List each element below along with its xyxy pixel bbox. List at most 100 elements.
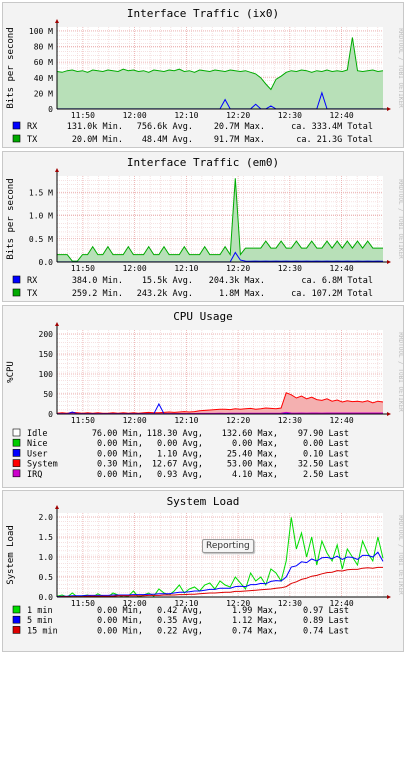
x-tick-label: 12:00 <box>123 599 147 608</box>
x-tick-label: 12:30 <box>278 264 302 273</box>
legend-swatch <box>12 605 21 614</box>
legend-total: 32.50 Last <box>298 460 349 470</box>
chart-em0: Interface Traffic (em0) Bits per second RR… <box>6 156 404 299</box>
legend-total: ca. 107.2M Total <box>291 289 373 299</box>
watermark: RRDTOOL / TOBI OETIKER <box>397 515 403 595</box>
legend-avg: 1.10 Avg, <box>157 449 203 459</box>
chart-cpu: CPU Usage %CPU RRDTOOL / TOBI OETIKER 11:50… <box>6 310 404 480</box>
legend-label: User <box>27 449 47 459</box>
reporting-tooltip: Reporting <box>202 539 254 553</box>
x-tick-label: 12:40 <box>330 111 354 120</box>
legend-avg: 12.67 Avg, <box>152 460 203 470</box>
watermark: RRDTOOL / TOBI OETIKER <box>397 332 403 412</box>
x-tick-label: 12:20 <box>226 599 250 608</box>
legend-avg: 0.42 Avg, <box>157 606 203 616</box>
chart-title: System Load <box>167 495 240 508</box>
y-tick-label: 1.5 <box>39 533 54 542</box>
legend-avg: 0.93 Avg, <box>157 470 203 480</box>
y-tick-label: 0.0 <box>39 258 54 267</box>
legend-label: Nice <box>27 439 47 449</box>
legend-total: ca. 6.8M Total <box>301 276 373 286</box>
legend-min: 0.00 Min, <box>97 606 143 616</box>
chart-load: System Load System Load RRDTOOL / TOBI OET… <box>6 495 404 636</box>
series-15-min <box>56 566 383 598</box>
x-axis-arrow <box>387 595 391 599</box>
legend-max: 1.8M Max. <box>219 289 265 299</box>
legend-avg: 756.6k Avg. <box>137 122 193 132</box>
legend-total: ca. 333.4M Total <box>291 122 373 132</box>
legend-avg: 243.2k Avg. <box>137 289 193 299</box>
legend-avg: 0.00 Avg, <box>157 439 203 449</box>
series-line-system <box>56 392 384 414</box>
series-line-tx <box>56 37 384 91</box>
legend-max: 0.00 Max, <box>232 439 278 449</box>
x-tick-label: 12:40 <box>330 264 354 273</box>
legend-min: 0.00 Min, <box>97 626 143 636</box>
series-system <box>56 392 384 414</box>
x-tick-label: 12:10 <box>174 111 198 120</box>
x-tick-label: 12:40 <box>330 599 354 608</box>
legend-avg: 48.4M Avg. <box>142 135 193 145</box>
legend-swatch <box>12 615 21 624</box>
legend-total: 0.74 Last <box>303 626 349 636</box>
series-area-tx <box>57 178 383 262</box>
legend-max: 1.99 Max, <box>232 606 278 616</box>
y-tick-label: 40 M <box>34 74 53 83</box>
y-tick-label: 0.5 <box>39 573 54 582</box>
series-5-min <box>56 551 384 598</box>
legend-row-tx: TX 20.0M Min. 48.4M Avg. 91.7M Max. ca. 21.3… <box>12 134 373 145</box>
legend-label: RX <box>27 122 38 132</box>
x-tick-label: 12:30 <box>278 111 302 120</box>
legend-label: 1 min <box>27 606 53 616</box>
chart-title: Interface Traffic (ix0) <box>127 7 279 20</box>
legend-row-user: User 0.00 Min, 1.10 Avg, 25.40 Max, 0.10 Las… <box>12 449 349 459</box>
legend-swatch <box>12 626 21 634</box>
y-axis-label: Bits per second <box>6 27 16 108</box>
x-tick-label: 12:20 <box>226 416 250 425</box>
legend-label: TX <box>27 289 38 299</box>
x-tick-label: 12:00 <box>123 416 147 425</box>
series-line-tx <box>57 178 383 262</box>
x-tick-label: 12:40 <box>330 416 354 425</box>
watermark: RRDTOOL / TOBI OETIKER <box>397 28 403 108</box>
legend-swatch <box>12 438 21 447</box>
y-tick-label: 100 M <box>29 27 53 36</box>
x-tick-label: 12:30 <box>278 416 302 425</box>
legend-total: 0.89 Last <box>303 616 349 626</box>
legend-min: 0.00 Min, <box>97 616 143 626</box>
legend-row-nice: Nice 0.00 Min, 0.00 Avg, 0.00 Max, 0.00 Last <box>12 438 349 449</box>
legend-max: 204.3k Max. <box>209 276 265 286</box>
legend-row-tx: TX 259.2 Min. 243.2k Avg. 1.8M Max. ca. 107.… <box>12 288 373 299</box>
y-axis-arrow <box>55 505 59 509</box>
legend-max: 1.12 Max, <box>232 616 278 626</box>
chart-panel-load: System Load System Load RRDTOOL / TOBI OET… <box>2 490 404 652</box>
y-tick-label: 2.0 <box>39 513 54 522</box>
legend-avg: 118.30 Avg, <box>147 429 203 439</box>
x-tick-label: 12:20 <box>226 111 250 120</box>
legend-min: 0.00 Min, <box>97 439 143 449</box>
series-tx <box>57 178 383 262</box>
legend-swatch <box>12 288 21 297</box>
x-tick-label: 11:50 <box>71 111 95 120</box>
y-axis-arrow <box>55 322 59 326</box>
minor-grid <box>56 176 383 262</box>
x-axis-arrow <box>387 412 391 416</box>
watermark: RRDTOOL / TOBI OETIKER <box>397 179 403 259</box>
legend-swatch <box>12 134 21 143</box>
legend-avg: 0.22 Avg, <box>157 626 203 636</box>
y-axis-label: System Load <box>6 525 16 585</box>
y-tick-label: 0.5 M <box>29 235 53 244</box>
y-tick-label: 20 M <box>34 89 53 98</box>
legend-label: TX <box>27 135 38 145</box>
x-tick-label: 12:00 <box>123 111 147 120</box>
legend-avg: 0.35 Avg, <box>157 616 203 626</box>
series-1-min <box>56 517 384 598</box>
y-tick-label: 60 M <box>34 58 53 67</box>
chart-title: Interface Traffic (em0) <box>127 156 279 169</box>
legend-max: 53.00 Max, <box>227 460 278 470</box>
legend-avg: 15.5k Avg. <box>142 276 193 286</box>
legend-label: IRQ <box>27 470 42 480</box>
legend-min: 76.00 Min, <box>92 429 143 439</box>
legend-total: 97.90 Last <box>298 429 349 439</box>
legend-min: 131.0k Min. <box>67 122 123 132</box>
